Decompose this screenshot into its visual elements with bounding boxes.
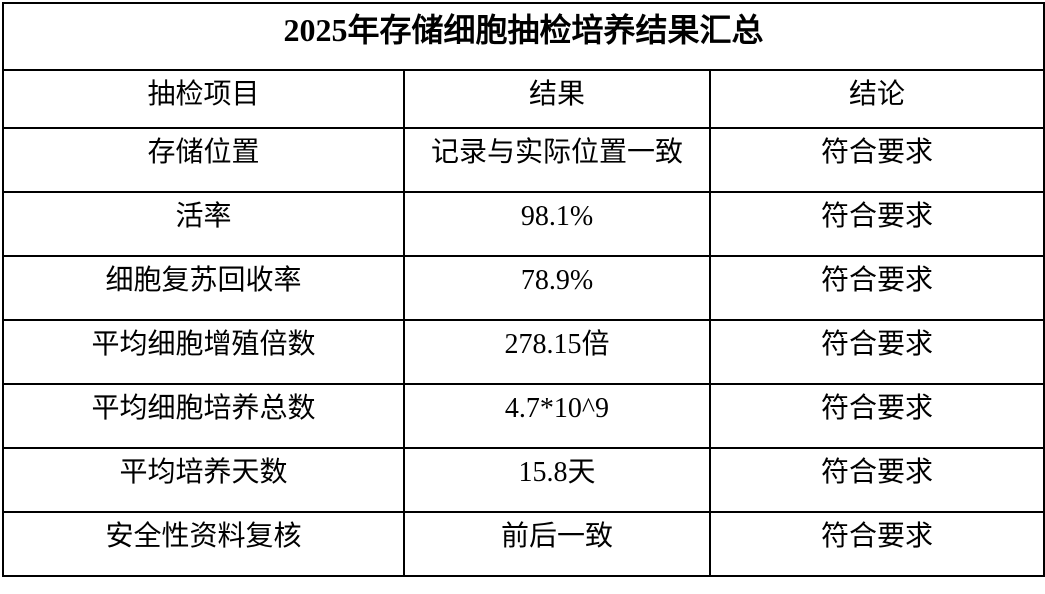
item-cell: 安全性资料复核 bbox=[2, 511, 405, 577]
table-row: 细胞复苏回收率 78.9% 符合要求 bbox=[2, 255, 1045, 321]
conclusion-cell: 符合要求 bbox=[708, 319, 1045, 385]
table-body: 存储位置 记录与实际位置一致 符合要求 活率 98.1% 符合要求 细胞复苏回收… bbox=[2, 127, 1045, 577]
table-row: 平均培养天数 15.8天 符合要求 bbox=[2, 447, 1045, 513]
result-cell: 4.7*10^9 bbox=[403, 383, 711, 449]
result-cell: 前后一致 bbox=[403, 511, 711, 577]
result-cell: 98.1% bbox=[403, 191, 711, 257]
conclusion-cell: 符合要求 bbox=[708, 447, 1045, 513]
result-cell: 278.15倍 bbox=[403, 319, 711, 385]
conclusion-cell: 符合要求 bbox=[708, 511, 1045, 577]
item-cell: 平均培养天数 bbox=[2, 447, 405, 513]
header-row: 抽检项目 结果 结论 bbox=[2, 69, 1045, 129]
item-cell: 平均细胞培养总数 bbox=[2, 383, 405, 449]
results-table: 2025年存储细胞抽检培养结果汇总 抽检项目 结果 结论 存储位置 记录与实际位… bbox=[1, 2, 1045, 577]
column-header-item: 抽检项目 bbox=[2, 69, 405, 129]
table-row: 平均细胞培养总数 4.7*10^9 符合要求 bbox=[2, 383, 1045, 449]
result-cell: 记录与实际位置一致 bbox=[403, 127, 711, 193]
result-cell: 78.9% bbox=[403, 255, 711, 321]
title-row: 2025年存储细胞抽检培养结果汇总 bbox=[1, 2, 1045, 71]
table-row: 活率 98.1% 符合要求 bbox=[2, 191, 1045, 257]
item-cell: 平均细胞增殖倍数 bbox=[2, 319, 405, 385]
page-title: 2025年存储细胞抽检培养结果汇总 bbox=[1, 2, 1045, 71]
conclusion-cell: 符合要求 bbox=[708, 127, 1045, 193]
result-cell: 15.8天 bbox=[403, 447, 711, 513]
conclusion-cell: 符合要求 bbox=[708, 383, 1045, 449]
column-header-result: 结果 bbox=[403, 69, 711, 129]
item-cell: 活率 bbox=[2, 191, 405, 257]
table-row: 平均细胞增殖倍数 278.15倍 符合要求 bbox=[2, 319, 1045, 385]
column-header-conclusion: 结论 bbox=[708, 69, 1045, 129]
conclusion-cell: 符合要求 bbox=[708, 255, 1045, 321]
table-row: 安全性资料复核 前后一致 符合要求 bbox=[2, 511, 1045, 577]
table-row: 存储位置 记录与实际位置一致 符合要求 bbox=[2, 127, 1045, 193]
item-cell: 细胞复苏回收率 bbox=[2, 255, 405, 321]
conclusion-cell: 符合要求 bbox=[708, 191, 1045, 257]
item-cell: 存储位置 bbox=[2, 127, 405, 193]
